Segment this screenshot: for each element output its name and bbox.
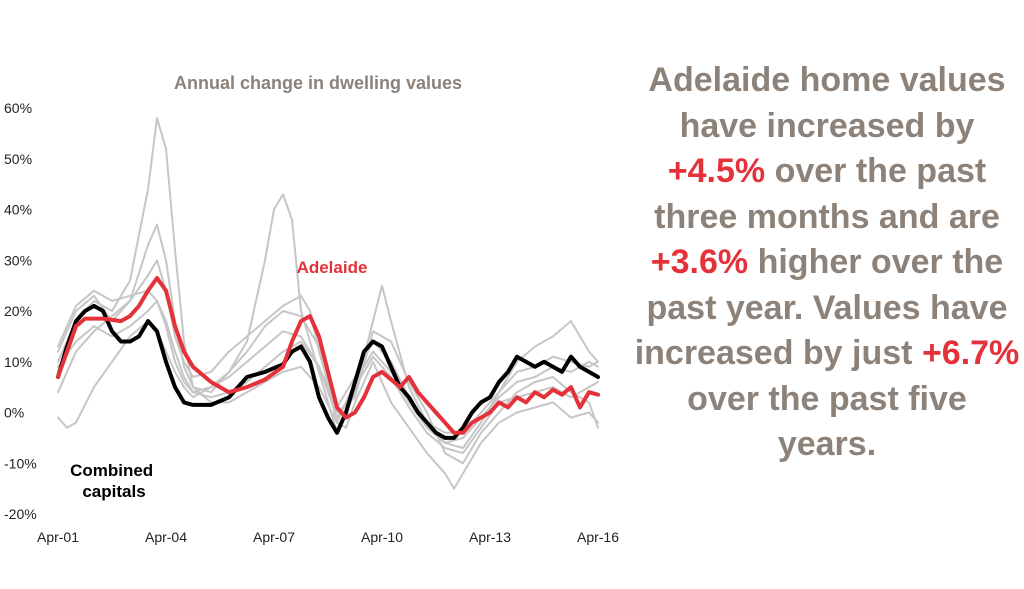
adelaide-series-line xyxy=(56,276,600,435)
x-tick-label: Apr-10 xyxy=(361,529,403,545)
summary-value-five-years: +6.7% xyxy=(921,334,1020,372)
x-axis-ticks: Apr-01 Apr-04 Apr-07 Apr-10 Apr-13 Apr-16 xyxy=(37,529,619,545)
y-tick-label: 40% xyxy=(4,202,32,218)
x-tick-label: Apr-01 xyxy=(37,529,79,545)
summary-value-three-months: +4.5% xyxy=(667,152,766,190)
x-tick-label: Apr-07 xyxy=(253,529,295,545)
y-tick-label: 20% xyxy=(4,303,32,319)
y-axis-ticks: 60% 50% 40% 30% 20% 10% 0% -10% -20% xyxy=(4,100,37,522)
y-tick-label: 10% xyxy=(4,354,32,370)
line-chart: Annual change in dwelling values 60% 50% 4… xyxy=(4,73,619,545)
y-tick-label: 30% xyxy=(4,252,32,268)
y-tick-label: -10% xyxy=(4,455,37,471)
chart-title: Annual change in dwelling values xyxy=(174,73,462,93)
other-capital-series-line xyxy=(57,117,599,444)
x-tick-label: Apr-04 xyxy=(145,529,187,545)
y-tick-label: 60% xyxy=(4,100,32,116)
other-capital-series-line xyxy=(57,299,599,455)
combined-capitals-series-line xyxy=(56,303,600,440)
summary-text-1: Adelaide home values have increased by xyxy=(648,61,1006,145)
summary-text-4: over the past five years. xyxy=(687,379,967,464)
x-tick-label: Apr-13 xyxy=(469,529,511,545)
y-tick-label: 0% xyxy=(4,405,24,421)
other-capital-series-line xyxy=(57,289,599,434)
y-tick-label: -20% xyxy=(4,506,37,522)
y-tick-label: 50% xyxy=(4,151,32,167)
combined-capitals-label-line1: Combined xyxy=(70,461,153,480)
adelaide-series-label: Adelaide xyxy=(297,258,368,277)
combined-capitals-label-line2: capitals xyxy=(82,482,145,501)
summary-text-3: higher over the past year. Values have i… xyxy=(634,243,1008,372)
summary-value-one-year: +3.6% xyxy=(650,243,749,281)
summary-panel: Adelaide home values have increased by +… xyxy=(634,58,1020,468)
summary-text-2: over the past three months and are xyxy=(654,152,1000,236)
combined-capitals-label: Combined capitals xyxy=(70,461,158,501)
series-layer xyxy=(56,117,600,490)
x-tick-label: Apr-16 xyxy=(577,529,619,545)
